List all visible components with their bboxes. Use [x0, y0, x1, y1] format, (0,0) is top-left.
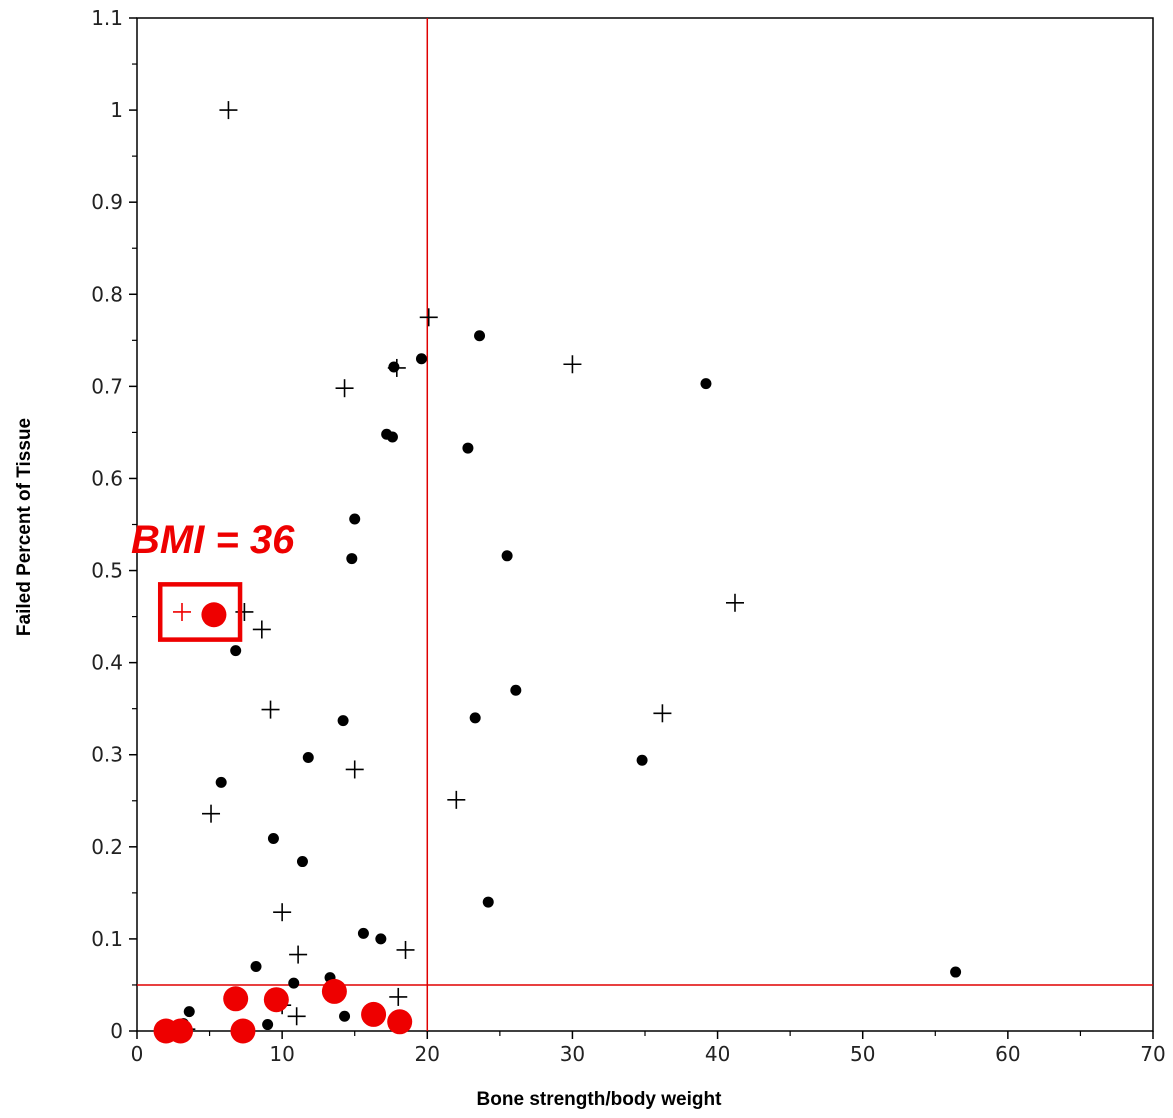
data-point-dot	[415, 353, 427, 365]
data-point-large-dot	[201, 602, 227, 628]
data-point-dot	[386, 431, 398, 443]
y-tick-label: 0.8	[91, 282, 123, 306]
data-point-large-dot	[361, 1001, 387, 1027]
x-tick-label: 30	[560, 1042, 585, 1066]
data-point-plus	[725, 593, 744, 612]
data-point-large-dot	[387, 1009, 413, 1035]
data-point-dot	[482, 896, 494, 908]
data-point-dot	[950, 966, 962, 978]
data-point-dot	[357, 927, 369, 939]
annotations: BMI = 36	[131, 518, 295, 642]
data-point-dot	[183, 1006, 195, 1018]
data-point-dot	[267, 833, 279, 845]
y-tick-label: 0.3	[91, 743, 123, 767]
x-tick-label: 40	[705, 1042, 730, 1066]
y-axis-label: Failed Percent of Tissue	[14, 418, 35, 636]
data-point-plus	[289, 945, 308, 964]
x-tick-label: 20	[415, 1042, 440, 1066]
data-point-dot	[469, 712, 481, 724]
x-tick-label: 50	[850, 1042, 875, 1066]
data-point-large-dot	[263, 987, 289, 1013]
data-point-dot	[510, 684, 522, 696]
data-point-dot	[474, 330, 486, 342]
data-point-plus	[563, 355, 582, 374]
data-point-plus	[261, 700, 280, 719]
x-tick-label: 60	[995, 1042, 1020, 1066]
data-point-plus	[653, 704, 672, 723]
data-points	[153, 101, 962, 1044]
data-point-plus	[287, 1007, 306, 1026]
data-point-large-dot	[223, 986, 249, 1012]
data-point-plus	[172, 602, 191, 621]
data-point-plus	[396, 940, 415, 959]
data-point-plus	[335, 379, 354, 398]
annotation-text: BMI = 36	[131, 518, 295, 562]
data-point-dot	[337, 715, 349, 727]
reference-lines	[137, 18, 1153, 1031]
data-point-dot	[230, 645, 242, 657]
data-point-dot	[262, 1019, 274, 1031]
data-point-dot	[462, 442, 474, 454]
data-point-dot	[215, 776, 227, 788]
data-point-large-dot	[230, 1018, 256, 1044]
data-point-plus	[252, 620, 271, 639]
x-tick-label: 10	[269, 1042, 294, 1066]
annotation-box	[157, 582, 243, 642]
data-point-dot	[636, 754, 648, 766]
data-point-dot	[700, 378, 712, 390]
x-tick-label: 70	[1140, 1042, 1165, 1066]
x-tick-label: 0	[131, 1042, 144, 1066]
data-point-large-dot	[168, 1018, 194, 1044]
data-point-plus	[419, 308, 438, 327]
data-point-dot	[250, 961, 262, 973]
y-tick-label: 0.2	[91, 835, 123, 859]
data-point-plus	[202, 804, 221, 823]
y-tick-label: 0.4	[91, 651, 123, 675]
y-tick-label: 0.9	[91, 190, 123, 214]
data-point-plus	[447, 790, 466, 809]
data-point-plus	[389, 987, 408, 1006]
x-axis-label: Bone strength/body weight	[477, 1089, 723, 1110]
data-point-dot	[346, 553, 358, 565]
y-tick-label: 1	[110, 98, 123, 122]
data-point-dot	[388, 361, 400, 373]
data-point-plus	[219, 101, 238, 120]
data-point-plus	[273, 903, 292, 922]
data-point-dot	[296, 856, 308, 868]
data-point-dot	[349, 513, 361, 525]
y-tick-label: 0.6	[91, 466, 123, 490]
data-point-dot	[501, 550, 513, 562]
data-point-large-dot	[321, 978, 347, 1004]
y-tick-label: 0.5	[91, 559, 123, 583]
y-tick-label: 0.7	[91, 374, 123, 398]
y-tick-label: 0.1	[91, 927, 123, 951]
data-point-dot	[375, 933, 387, 945]
data-point-plus	[345, 760, 364, 779]
axes: 0 10 20 30 40 50 60 70 0 0.1 0.2 0.3 0.4 0.5 0.6 0.7 0.8…	[91, 6, 1166, 1066]
data-point-dot	[302, 751, 314, 763]
y-tick-label: 1.1	[91, 6, 123, 30]
data-point-dot	[288, 977, 300, 989]
data-point-dot	[339, 1010, 351, 1022]
y-tick-label: 0	[110, 1019, 123, 1043]
